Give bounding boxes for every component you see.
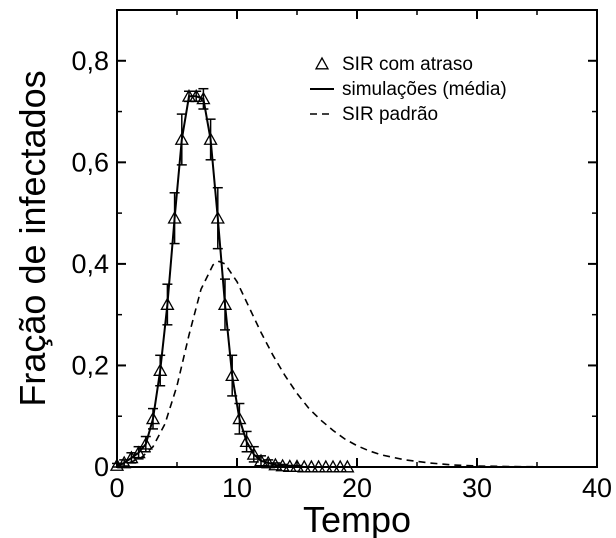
triangle-marker: [138, 436, 153, 450]
y-tick-label: 0,6: [71, 147, 109, 177]
series-layer: [109, 87, 598, 473]
triangle-marker: [268, 457, 283, 471]
error-bar: [227, 354, 238, 397]
legend-label-sir-padrao: SIR padrão: [342, 104, 438, 125]
error-bar: [220, 278, 230, 331]
triangle-marker: [196, 91, 211, 105]
triangle-marker: [145, 411, 161, 425]
legend-label-simulacoes: simulações (média): [342, 79, 507, 100]
triangle-marker: [131, 445, 146, 459]
triangle-marker: [311, 459, 326, 473]
y-axis-title: Fração de infectados: [12, 70, 53, 406]
triangle-marker: [232, 411, 247, 425]
triangle-marker: [225, 368, 240, 382]
error-bar: [205, 118, 216, 161]
x-tick-label: 40: [582, 473, 612, 503]
triangle-marker: [318, 459, 333, 473]
triangle-marker: [261, 455, 276, 469]
triangle-marker: [174, 132, 189, 145]
axes: 0 10 20 30 40 0 0,2 0,4 0,6 0,8 Tempo Fração de inf…: [12, 9, 612, 538]
error-bar: [162, 283, 173, 326]
triangle-marker: [289, 459, 305, 472]
x-tick-label: 10: [222, 473, 252, 503]
error-bar: [212, 186, 223, 250]
y-tick-label: 0,2: [71, 350, 109, 380]
triangle-marker: [153, 363, 168, 376]
triangle-marker: [239, 434, 254, 448]
triangle-marker: [160, 297, 175, 310]
legend-label-sir-com-atraso: SIR com atraso: [342, 54, 473, 75]
series-sir-padrao-line: [116, 260, 598, 468]
triangle-marker: [333, 459, 348, 473]
error-bar: [169, 192, 180, 245]
triangle-marker: [253, 453, 269, 467]
triangle-marker: [217, 297, 233, 310]
triangle-marker: [203, 132, 218, 145]
triangle-marker: [167, 210, 182, 224]
legend: SIR com atraso simulações (média) SIR padr…: [310, 54, 507, 125]
error-bar: [176, 113, 187, 166]
triangle-marker: [181, 88, 197, 102]
triangle-marker: [340, 459, 355, 473]
triangle-marker: [189, 88, 204, 102]
triangle-marker: [297, 459, 312, 473]
error-bar: [155, 354, 166, 387]
triangle-marker: [275, 458, 290, 472]
triangle-marker: [282, 459, 297, 472]
x-tick-label: 30: [462, 473, 492, 503]
x-axis-title: Tempo: [303, 499, 411, 538]
triangle-marker: [246, 446, 261, 460]
x-tick-label: 20: [342, 473, 372, 503]
triangle-marker: [210, 210, 225, 224]
series-simulacoes-line: [116, 95, 348, 468]
y-tick-label: 0,8: [71, 46, 109, 76]
y-tick-label: 0,4: [71, 249, 109, 279]
error-bar: [234, 402, 245, 435]
y-tick-label: 0: [94, 452, 109, 482]
x-tick-label: 0: [109, 473, 124, 503]
triangle-marker: [325, 459, 341, 473]
triangle-marker: [304, 459, 319, 473]
legend-triangle-symbol: [314, 56, 330, 70]
